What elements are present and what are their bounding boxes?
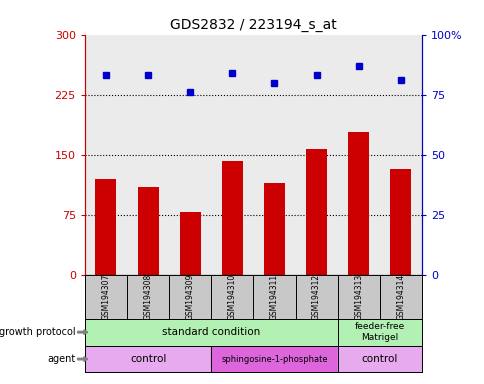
Title: GDS2832 / 223194_s_at: GDS2832 / 223194_s_at bbox=[170, 18, 336, 32]
Bar bbox=[305, 149, 327, 275]
Text: GSM194308: GSM194308 bbox=[143, 273, 152, 320]
Text: GSM194313: GSM194313 bbox=[353, 273, 363, 320]
Text: GSM194312: GSM194312 bbox=[312, 273, 320, 320]
Bar bbox=[390, 169, 410, 275]
Bar bbox=[95, 179, 116, 275]
Text: growth protocol: growth protocol bbox=[0, 327, 75, 337]
Text: agent: agent bbox=[47, 354, 75, 364]
Text: GSM194307: GSM194307 bbox=[101, 273, 110, 320]
Text: GSM194314: GSM194314 bbox=[395, 273, 405, 320]
Bar bbox=[348, 132, 368, 275]
Bar bbox=[263, 182, 285, 275]
Text: GSM194310: GSM194310 bbox=[227, 273, 236, 320]
Text: control: control bbox=[130, 354, 166, 364]
Text: feeder-free
Matrigel: feeder-free Matrigel bbox=[354, 323, 404, 342]
Bar bbox=[221, 161, 242, 275]
Text: GSM194309: GSM194309 bbox=[185, 273, 194, 320]
Text: GSM194311: GSM194311 bbox=[270, 273, 278, 320]
Bar bbox=[179, 212, 200, 275]
Text: standard condition: standard condition bbox=[162, 327, 260, 337]
Bar bbox=[137, 187, 158, 275]
Text: control: control bbox=[361, 354, 397, 364]
Text: sphingosine-1-phosphate: sphingosine-1-phosphate bbox=[221, 354, 327, 364]
